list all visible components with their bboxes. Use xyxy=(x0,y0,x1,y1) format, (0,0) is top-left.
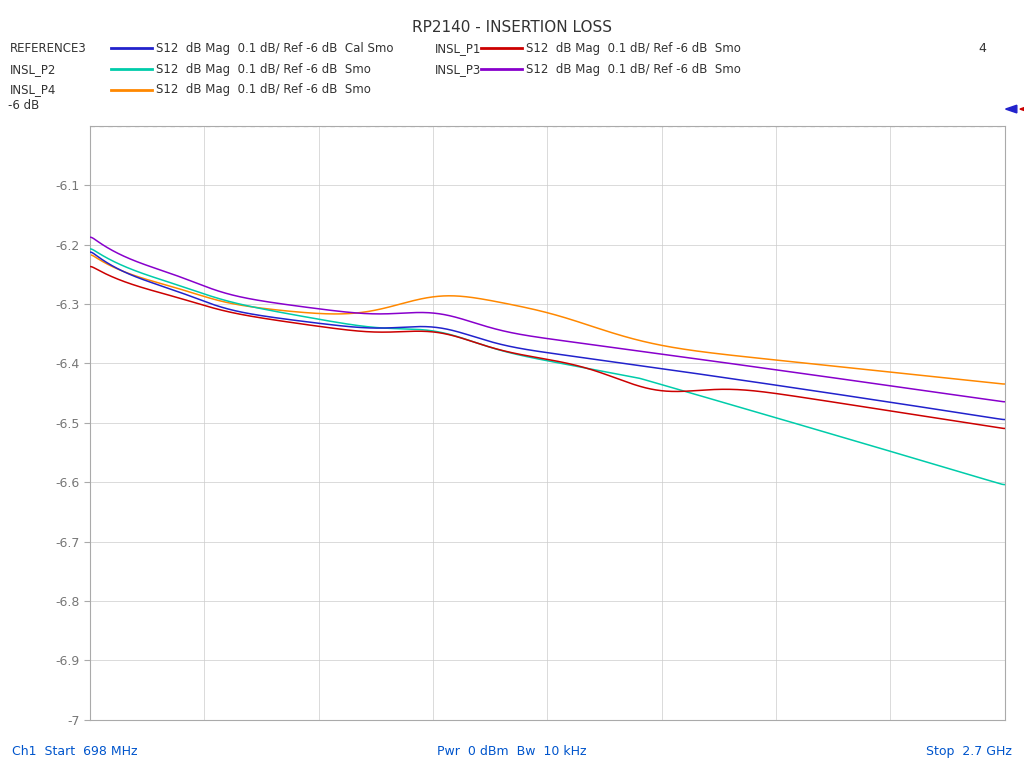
Text: RP2140 - INSERTION LOSS: RP2140 - INSERTION LOSS xyxy=(412,20,612,35)
Text: INSL_P2: INSL_P2 xyxy=(10,63,56,75)
Text: INSL_P1: INSL_P1 xyxy=(435,42,481,55)
Text: REFERENCE3: REFERENCE3 xyxy=(10,42,87,55)
Text: Ch1  Start  698 MHz: Ch1 Start 698 MHz xyxy=(12,745,138,757)
Text: S12  dB Mag  0.1 dB/ Ref -6 dB  Smo: S12 dB Mag 0.1 dB/ Ref -6 dB Smo xyxy=(526,63,741,75)
Text: S12  dB Mag  0.1 dB/ Ref -6 dB  Cal Smo: S12 dB Mag 0.1 dB/ Ref -6 dB Cal Smo xyxy=(156,42,393,55)
Text: INSL_P4: INSL_P4 xyxy=(10,84,56,96)
Text: -6 dB: -6 dB xyxy=(8,100,40,112)
Text: INSL_P3: INSL_P3 xyxy=(435,63,481,75)
Text: S12  dB Mag  0.1 dB/ Ref -6 dB  Smo: S12 dB Mag 0.1 dB/ Ref -6 dB Smo xyxy=(526,42,741,55)
Text: 4: 4 xyxy=(978,42,986,55)
Text: S12  dB Mag  0.1 dB/ Ref -6 dB  Smo: S12 dB Mag 0.1 dB/ Ref -6 dB Smo xyxy=(156,63,371,75)
Text: S12  dB Mag  0.1 dB/ Ref -6 dB  Smo: S12 dB Mag 0.1 dB/ Ref -6 dB Smo xyxy=(156,84,371,96)
Text: Stop  2.7 GHz: Stop 2.7 GHz xyxy=(926,745,1012,757)
Text: Pwr  0 dBm  Bw  10 kHz: Pwr 0 dBm Bw 10 kHz xyxy=(437,745,587,757)
